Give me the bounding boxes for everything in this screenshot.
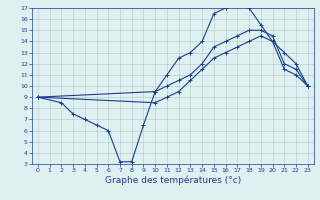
X-axis label: Graphe des températures (°c): Graphe des températures (°c) (105, 176, 241, 185)
